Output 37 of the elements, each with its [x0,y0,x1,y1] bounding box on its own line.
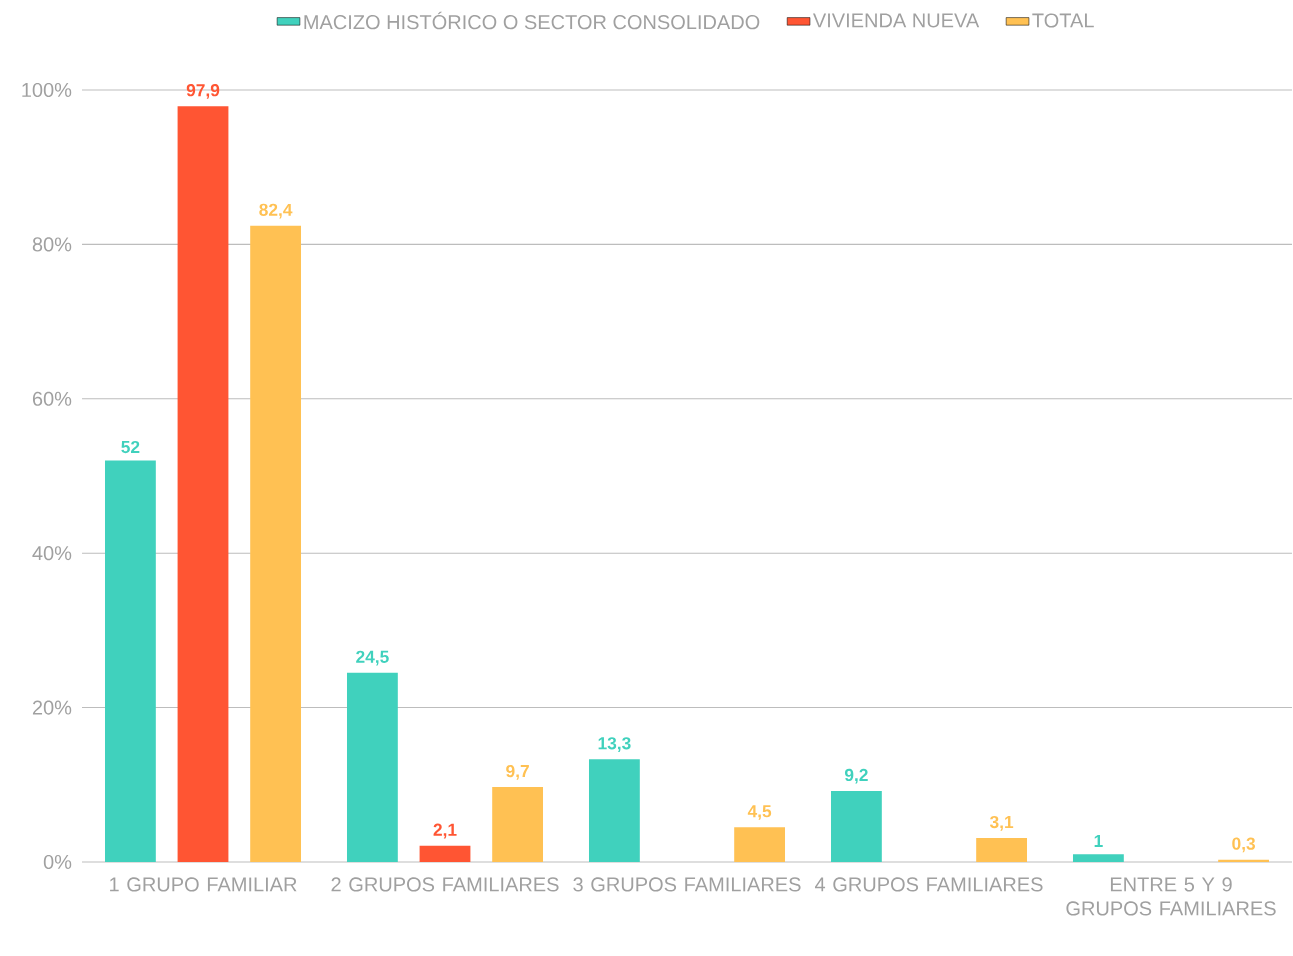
data-label: 24,5 [356,650,389,666]
data-label: 2,1 [433,823,457,839]
y-tick-label: 20% [32,700,72,715]
legend-label: VIVIENDA NUEVA [812,13,980,28]
data-label: 13,3 [598,737,631,752]
bar [105,460,156,862]
bar [492,787,544,862]
x-tick-label: 3 GRUPOS FAMILIARES [573,877,801,892]
legend-label: TOTAL [1032,13,1094,28]
x-tick-label: 2 GRUPOS FAMILIARES [331,877,559,892]
bar [976,838,1028,862]
data-label: 3,1 [989,815,1014,831]
y-tick-label: 60% [32,391,72,406]
x-tick-label: ENTRE 5 Y 9 GRUPOS FAMILIARES [1066,877,1276,916]
data-label: 82,4 [259,203,293,219]
data-label: 1 [1094,834,1103,847]
data-label: 97,9 [186,84,220,99]
bar [419,845,471,862]
x-tick-label: 4 GRUPOS FAMILIARES [814,877,1043,892]
data-label: 4,5 [747,805,772,820]
y-tick-label: 0% [43,854,72,870]
data-label: 52 [121,440,140,454]
bar [1072,854,1124,862]
bar [734,827,786,862]
data-label: 9,2 [844,768,868,784]
bar [830,790,882,862]
bar [250,225,302,862]
y-tick-label: 100% [22,82,72,98]
data-label: 0,3 [1232,837,1256,853]
bar [588,759,640,862]
bar [177,106,229,862]
legend-label: MACIZO HISTÓRICO O SECTOR CONSOLIDADO [304,11,760,30]
y-tick-label: 80% [32,237,72,252]
data-label: 9,7 [506,764,529,780]
y-tick-label: 40% [32,546,72,561]
x-tick-label: 1 GRUPO FAMILIAR [110,877,297,892]
bar [346,672,398,862]
